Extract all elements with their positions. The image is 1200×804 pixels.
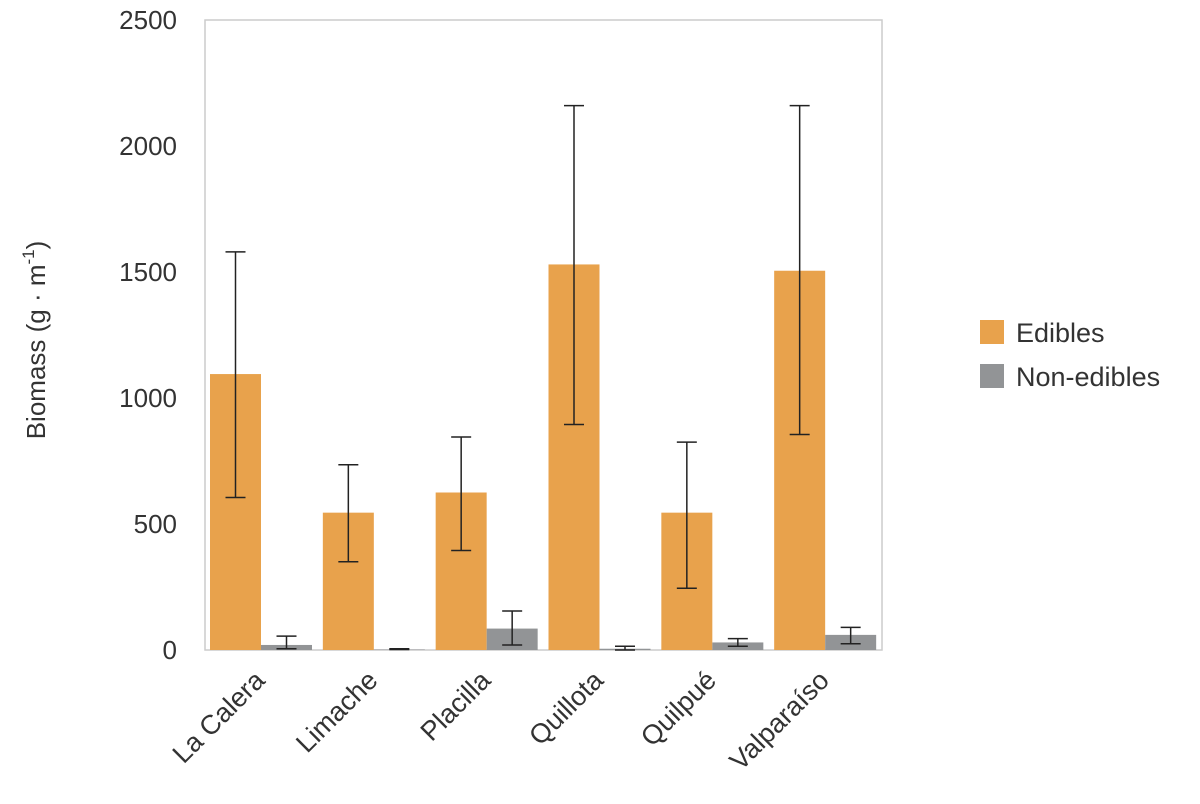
- x-category-label: Quillota: [523, 664, 610, 751]
- y-axis-label-close: ): [21, 241, 51, 250]
- x-category-label: La Calera: [167, 664, 272, 769]
- y-axis-label: Biomass (g · m-1): [19, 241, 51, 440]
- error-bars-group: [225, 104, 861, 651]
- legend-label: Edibles: [1016, 318, 1105, 348]
- legend-swatch: [980, 364, 1004, 388]
- x-category-label: Valparaíso: [724, 665, 835, 776]
- y-axis-label-main: Biomass (g · m: [21, 264, 51, 439]
- y-tick-label: 500: [134, 509, 177, 539]
- bars-group: [210, 264, 877, 650]
- y-axis-label-superscript: -1: [19, 249, 38, 264]
- x-category-label: Placilla: [415, 664, 497, 746]
- y-tick-label: 1000: [119, 383, 177, 413]
- y-tick-label: 1500: [119, 257, 177, 287]
- y-tick-label: 0: [163, 635, 177, 665]
- y-tick-label: 2500: [119, 5, 177, 35]
- plot-border: [204, 19, 883, 651]
- y-tick-label: 2000: [119, 131, 177, 161]
- y-axis: 0 500 1000 1500 2000 2500: [119, 5, 177, 665]
- legend-swatch: [980, 320, 1004, 344]
- x-axis: La Calera Limache Placilla Quillota Quilpué V…: [167, 664, 835, 776]
- x-category-label: Quilpué: [635, 665, 722, 752]
- x-category-label: Limache: [290, 665, 383, 758]
- legend: Edibles Non-edibles: [980, 318, 1160, 392]
- plot-frame: [204, 19, 883, 651]
- legend-label: Non-edibles: [1016, 362, 1160, 392]
